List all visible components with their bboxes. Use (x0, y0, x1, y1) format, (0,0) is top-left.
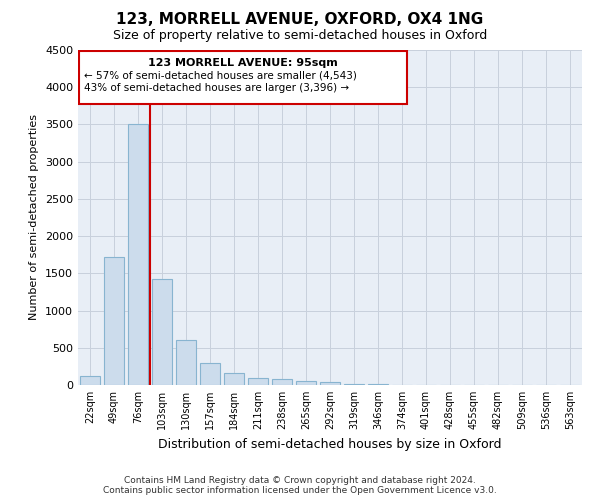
Bar (128, 124, 148, 385)
Bar (248, 378, 268, 385)
Bar (200, 364, 220, 385)
Y-axis label: Number of semi-detached properties: Number of semi-detached properties (29, 114, 40, 320)
Text: Contains HM Land Registry data © Crown copyright and database right 2024.
Contai: Contains HM Land Registry data © Crown c… (103, 476, 497, 495)
Bar (176, 340, 196, 385)
Bar (272, 379, 292, 385)
Bar (296, 381, 316, 385)
Text: Size of property relative to semi-detached houses in Oxford: Size of property relative to semi-detach… (113, 29, 487, 42)
Bar (344, 384, 364, 385)
Text: ← 57% of semi-detached houses are smaller (4,543): ← 57% of semi-detached houses are smalle… (84, 71, 357, 81)
Text: 123, MORRELL AVENUE, OXFORD, OX4 1NG: 123, MORRELL AVENUE, OXFORD, OX4 1NG (116, 12, 484, 28)
Bar (320, 382, 340, 385)
Bar (224, 374, 244, 385)
Text: 123 MORRELL AVENUE: 95sqm: 123 MORRELL AVENUE: 95sqm (148, 58, 338, 68)
Text: 43% of semi-detached houses are larger (3,396) →: 43% of semi-detached houses are larger (… (84, 83, 349, 93)
Bar (104, 257, 124, 385)
Bar (368, 384, 388, 385)
Bar (80, 376, 100, 385)
Bar (79, 50, 407, 104)
X-axis label: Distribution of semi-detached houses by size in Oxford: Distribution of semi-detached houses by … (158, 438, 502, 450)
Bar (152, 278, 172, 385)
